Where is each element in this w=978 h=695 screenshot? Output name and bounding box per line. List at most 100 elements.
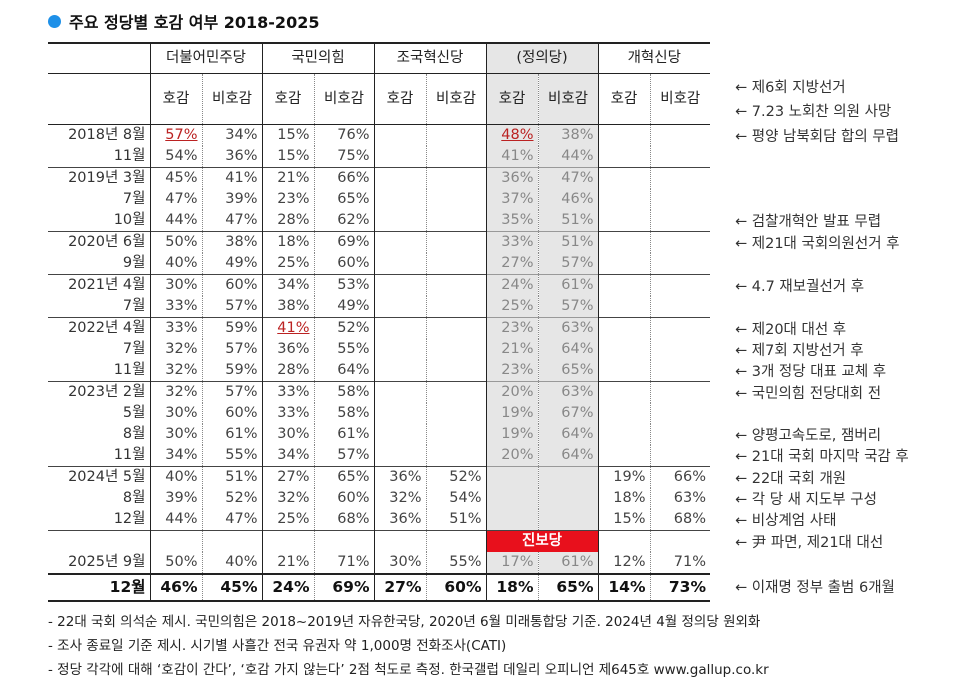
value-cell <box>597 231 650 253</box>
value-cell: 34% <box>201 124 262 146</box>
row-label: 11월 <box>113 447 146 463</box>
value-cell: 32% <box>149 360 202 382</box>
value-cell: 34% <box>149 445 202 467</box>
value-cell <box>261 530 314 552</box>
value-cell <box>425 360 486 382</box>
value-cell: 57% <box>537 296 598 318</box>
value-cell: 57% <box>201 296 262 318</box>
value-cell <box>425 124 486 146</box>
value-cell: 60% <box>313 253 374 275</box>
value-cell <box>485 466 538 488</box>
value-cell: 30% <box>149 274 202 296</box>
value-cell <box>425 445 486 467</box>
value-cell: 63% <box>537 317 598 339</box>
value-cell: 67% <box>537 403 598 424</box>
value-cell: 25% <box>485 296 538 318</box>
final-value: 14% <box>597 573 650 602</box>
value-cell: 36% <box>373 466 426 488</box>
value-cell <box>373 189 426 210</box>
bullet-dot-icon <box>48 14 61 28</box>
subhead-6: 호감 <box>485 73 538 125</box>
value-cell: 33% <box>261 381 314 403</box>
value-cell: 12% <box>597 552 650 574</box>
final-value: 69% <box>313 573 374 602</box>
table-row: 2021년 4월 30% 60% 34% 53% 24% 61% <box>48 274 710 296</box>
value-cell <box>373 274 426 296</box>
value-cell: 76% <box>313 124 374 146</box>
value-cell <box>537 488 598 509</box>
table-row: 11월 34% 55% 34% 57% 20% 64% <box>48 445 710 467</box>
table-row: 7월 47% 39% 23% 65% 37% 46% <box>48 189 710 210</box>
value-cell: 36% <box>373 509 426 531</box>
value-cell <box>597 530 650 552</box>
value-cell <box>373 530 426 552</box>
header-corner-2 <box>48 73 150 125</box>
table-row: 11월 54% 36% 15% 75% 41% 44% <box>48 146 710 168</box>
value-cell: 19% <box>597 466 650 488</box>
value-cell: 47% <box>201 210 262 232</box>
value-cell: 51% <box>201 466 262 488</box>
row-label: 5월 <box>122 405 146 421</box>
footnote-2: - 조사 종료일 기준 제시. 시기별 사흘간 전국 유권자 약 1,000명 … <box>48 638 507 654</box>
value-cell <box>373 403 426 424</box>
value-cell: 18% <box>261 231 314 253</box>
value-cell: 44% <box>149 210 202 232</box>
final-value: 45% <box>201 573 262 602</box>
value-cell: 46% <box>537 189 598 210</box>
value-cell: 61% <box>313 424 374 445</box>
table-row: 9월 40% 49% 25% 60% 27% 57% <box>48 253 710 275</box>
header-corner <box>48 42 150 74</box>
event-note: ← 22대 국회 개원 <box>735 470 847 487</box>
value-cell <box>373 339 426 360</box>
value-cell <box>597 403 650 424</box>
value-cell: 21% <box>261 167 314 189</box>
value-cell: 54% <box>149 146 202 168</box>
value-cell <box>425 231 486 253</box>
value-cell <box>597 445 650 467</box>
value-cell <box>425 167 486 189</box>
value-cell: 45% <box>149 167 202 189</box>
value-cell: 41% <box>201 167 262 189</box>
value-cell <box>373 360 426 382</box>
value-cell <box>373 296 426 318</box>
value-cell: 20% <box>485 445 538 467</box>
value-cell: 60% <box>201 274 262 296</box>
value-cell: 60% <box>313 488 374 509</box>
value-cell: 41% <box>261 317 314 339</box>
jinbo-badge: 진보당 <box>485 530 598 552</box>
subhead-4: 호감 <box>373 73 426 125</box>
event-note: ← 제20대 대선 후 <box>735 321 847 338</box>
value-cell: 51% <box>537 210 598 232</box>
value-cell: 68% <box>313 509 374 531</box>
value-cell: 55% <box>313 339 374 360</box>
value-cell: 39% <box>149 488 202 509</box>
party-header-4: 개혁신당 <box>597 42 710 74</box>
value-cell: 34% <box>261 274 314 296</box>
value-cell: 23% <box>485 317 538 339</box>
value-cell <box>649 530 710 552</box>
event-note: ← 제7회 지방선거 후 <box>735 343 864 359</box>
value-cell <box>313 530 374 552</box>
value-cell: 33% <box>485 231 538 253</box>
value-cell: 18% <box>597 488 650 509</box>
event-note: ← 평양 남북회담 합의 무렵 <box>735 128 899 145</box>
final-value: 73% <box>649 573 710 602</box>
event-note: ← 양평고속도로, 잼버리 <box>735 428 882 444</box>
party-header-1: 국민의힘 <box>261 42 374 74</box>
value-cell: 69% <box>313 231 374 253</box>
value-cell: 33% <box>149 317 202 339</box>
value-cell: 19% <box>485 403 538 424</box>
table-row: 7월 32% 57% 36% 55% 21% 64% <box>48 339 710 360</box>
final-value: 60% <box>425 573 486 602</box>
value-cell: 48% <box>485 124 538 146</box>
value-cell: 21% <box>485 339 538 360</box>
value-cell: 30% <box>261 424 314 445</box>
final-value: 24% <box>261 573 314 602</box>
value-cell: 32% <box>373 488 426 509</box>
value-cell <box>425 381 486 403</box>
value-cell: 50% <box>149 231 202 253</box>
value-cell: 40% <box>149 253 202 275</box>
value-cell: 41% <box>485 146 538 168</box>
value-cell: 47% <box>149 189 202 210</box>
value-cell: 33% <box>149 296 202 318</box>
